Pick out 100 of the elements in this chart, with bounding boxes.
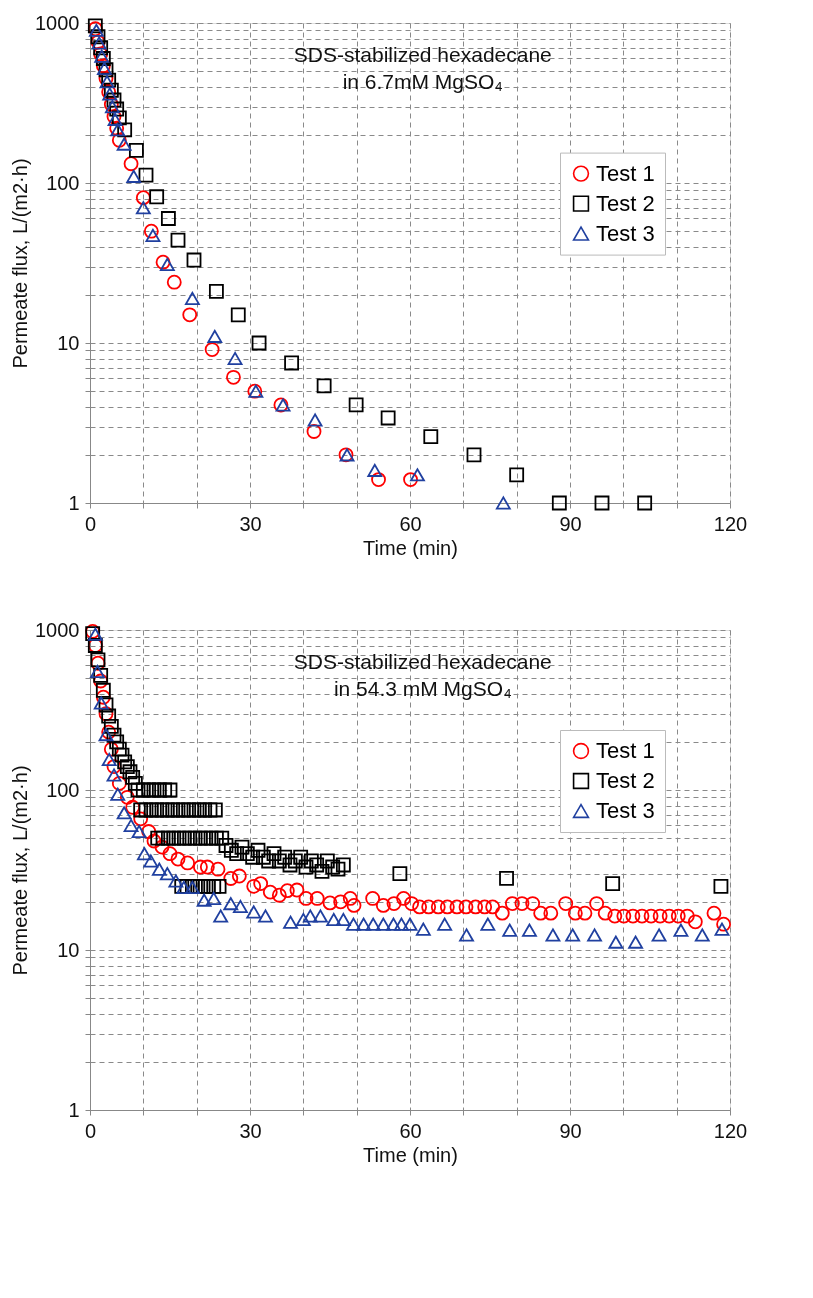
point <box>128 142 144 158</box>
point <box>168 874 184 888</box>
point <box>423 429 439 445</box>
point <box>306 424 322 439</box>
point <box>184 291 200 305</box>
x-tick-label: 30 <box>239 512 262 535</box>
point <box>371 472 386 488</box>
point <box>111 132 127 148</box>
point <box>628 935 644 949</box>
point <box>251 335 267 351</box>
point <box>587 928 602 942</box>
y-tick-label: 1 <box>68 491 80 514</box>
point <box>502 923 518 937</box>
point <box>295 913 311 927</box>
y-tick-label: 10 <box>57 938 80 961</box>
point <box>101 753 117 767</box>
point <box>136 847 152 861</box>
y-axis-title: Permeate flux, L/(m2·h) <box>9 158 32 369</box>
point <box>673 923 689 937</box>
y-tick-label: 100 <box>46 171 80 194</box>
point <box>410 468 425 482</box>
point <box>206 891 222 905</box>
point <box>90 665 105 679</box>
point <box>522 923 537 937</box>
x-tick-label: 90 <box>559 512 582 535</box>
point <box>495 496 511 510</box>
point <box>170 232 186 248</box>
point <box>182 307 198 323</box>
point <box>93 696 109 710</box>
point <box>196 893 212 907</box>
point <box>186 252 202 268</box>
point <box>380 410 396 426</box>
point <box>302 909 318 923</box>
point <box>232 899 248 914</box>
point <box>155 254 171 270</box>
point <box>545 928 561 942</box>
point <box>226 369 241 385</box>
point <box>230 307 246 323</box>
point <box>594 495 610 511</box>
annotation: SDS-stabilized hexadecane in 54.3 mM MgSO₄ <box>293 650 552 700</box>
point <box>160 211 176 226</box>
point <box>283 915 298 929</box>
point <box>93 40 109 56</box>
point <box>145 228 161 243</box>
x-tick-label: 120 <box>713 1119 748 1142</box>
point <box>316 378 332 394</box>
point <box>126 169 142 183</box>
y-tick-label: 1000 <box>35 618 80 641</box>
point <box>207 329 223 343</box>
legend-label: Test 1 <box>596 738 655 763</box>
legend-label: Test 3 <box>596 220 655 246</box>
point <box>637 495 653 511</box>
point <box>159 257 175 271</box>
point <box>375 917 391 931</box>
point <box>90 29 106 45</box>
point <box>208 284 224 299</box>
point <box>213 909 229 923</box>
point <box>109 101 125 117</box>
point <box>149 189 165 205</box>
point <box>143 223 159 239</box>
point <box>565 928 581 942</box>
y-tick-label: 10 <box>57 331 80 354</box>
legend-label: Test 2 <box>596 768 655 793</box>
point <box>111 110 127 126</box>
point <box>356 917 372 931</box>
point <box>143 854 159 868</box>
point <box>312 909 328 923</box>
point <box>335 913 351 927</box>
point <box>246 905 262 919</box>
y-tick-label: 1 <box>68 1098 80 1121</box>
x-tick-label: 60 <box>399 1119 422 1142</box>
point <box>608 935 624 949</box>
point <box>402 917 418 931</box>
x-tick-label: 90 <box>559 1119 582 1142</box>
point <box>123 818 139 833</box>
point <box>509 467 525 483</box>
point <box>159 867 175 881</box>
point <box>123 156 139 172</box>
point <box>346 917 361 931</box>
point <box>223 897 239 911</box>
y-tick-label: 1000 <box>35 11 80 34</box>
point <box>151 862 167 876</box>
point <box>694 928 710 942</box>
point <box>104 100 120 114</box>
point <box>651 928 667 942</box>
annotation: SDS-stabilized hexadecane in 6.7mM MgSO₄ <box>293 43 552 93</box>
point <box>135 201 151 215</box>
point <box>403 472 418 488</box>
point <box>117 122 133 138</box>
point <box>365 917 381 931</box>
point <box>106 768 122 782</box>
x-axis-title: Time (min) <box>363 536 458 559</box>
point <box>307 413 323 427</box>
point <box>110 787 126 801</box>
point <box>166 274 182 290</box>
x-tick-label: 30 <box>239 1119 262 1142</box>
x-tick-label: 60 <box>399 512 422 535</box>
point <box>326 913 342 927</box>
point <box>131 825 147 839</box>
point <box>367 463 383 477</box>
